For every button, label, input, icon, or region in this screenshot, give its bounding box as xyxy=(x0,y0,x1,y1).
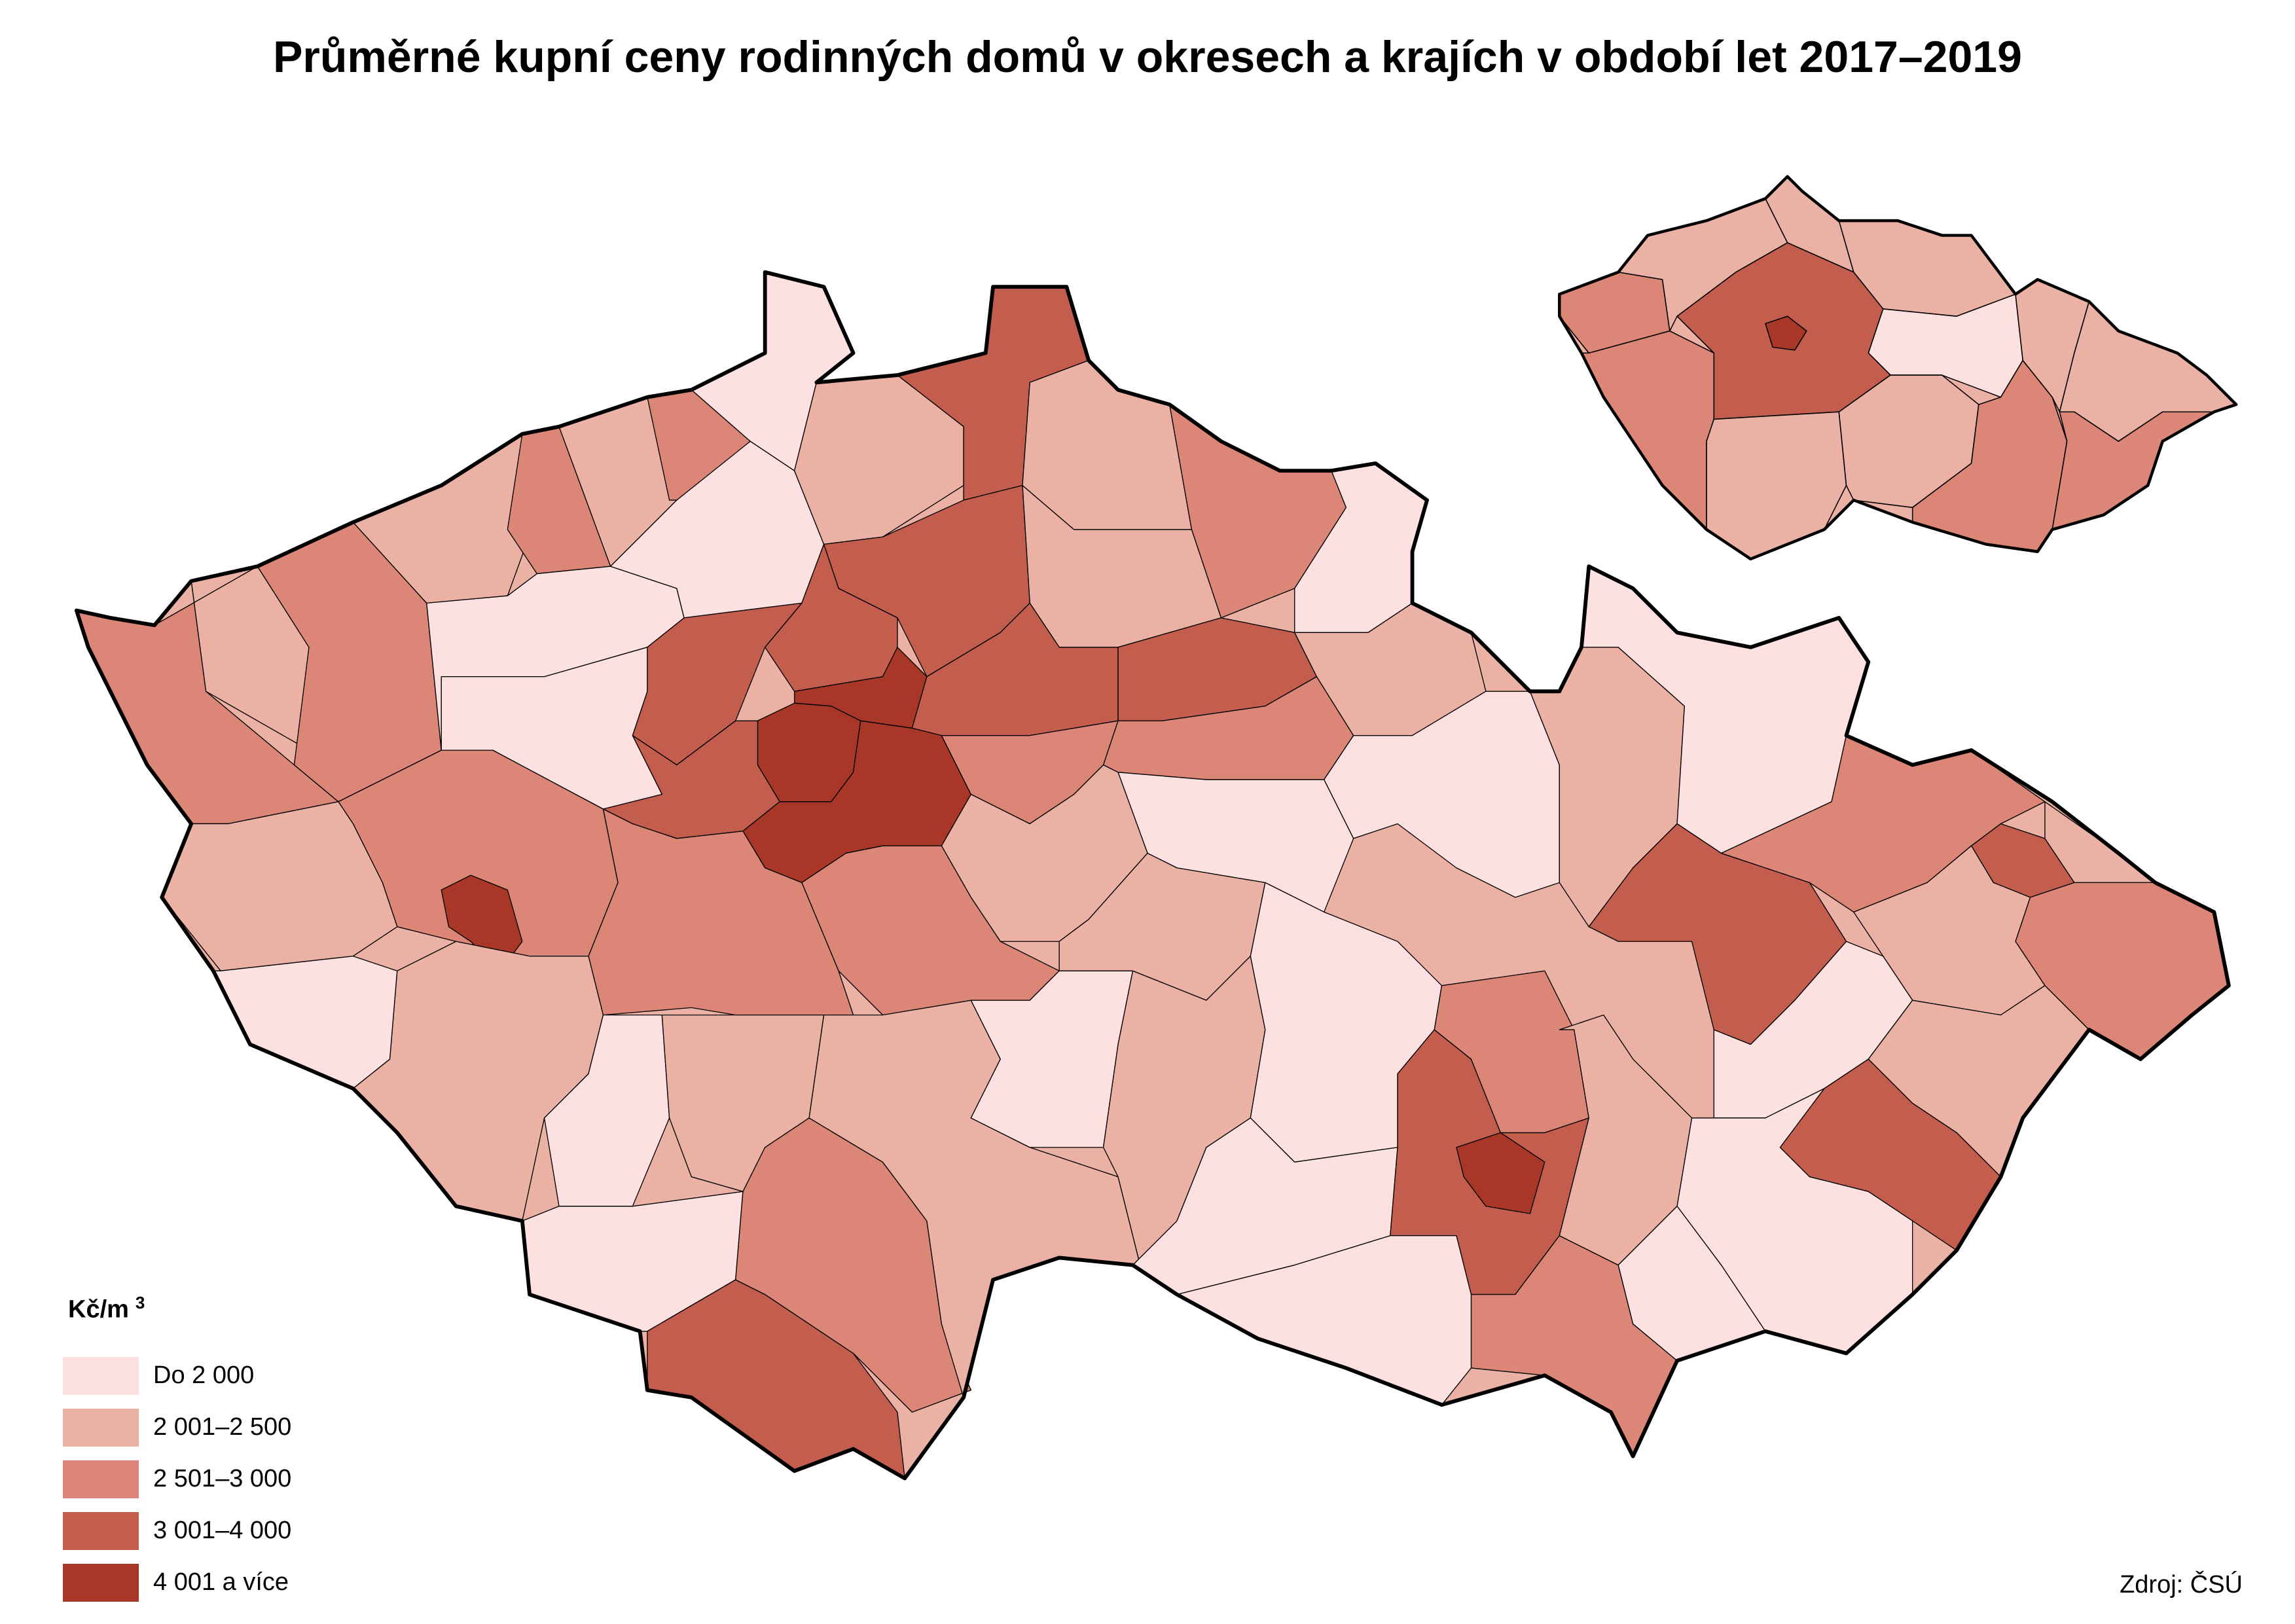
legend-swatch xyxy=(63,1408,139,1447)
legend: Kč/m 3 Do 2 000 2 001–2 500 2 501–3 000 3 00… xyxy=(63,1293,291,1615)
district xyxy=(801,845,1060,1016)
country-border xyxy=(74,270,2231,1481)
legend-item: 4 001 a více xyxy=(63,1563,291,1602)
region xyxy=(1765,316,1807,351)
legend-unit: Kč/m 3 xyxy=(68,1293,145,1324)
region-inset-map xyxy=(1558,175,2238,561)
region xyxy=(1706,411,1847,560)
region xyxy=(1581,330,1715,530)
legend-swatch xyxy=(63,1563,139,1602)
legend-label: 3 001–4 000 xyxy=(153,1517,292,1545)
district xyxy=(543,1014,670,1207)
district xyxy=(1434,970,1589,1134)
legend-item: Do 2 000 xyxy=(63,1356,291,1395)
legend-label: Do 2 000 xyxy=(153,1362,255,1390)
legend-item: 3 001–4 000 xyxy=(63,1511,292,1550)
legend-label: 4 001 a více xyxy=(153,1568,289,1597)
legend-item: 2 501–3 000 xyxy=(63,1460,291,1498)
district xyxy=(1022,359,1193,530)
legend-label: 2 001–2 500 xyxy=(153,1413,292,1441)
legend-label: 2 501–3 000 xyxy=(153,1465,292,1493)
district xyxy=(1456,1132,1545,1214)
inset-country-border xyxy=(1558,175,2238,561)
map-title: Průměrné kupní ceny rodinných domů v okr… xyxy=(273,32,2022,82)
district-map xyxy=(74,270,2231,1481)
source-note: Zdroj: ČSÚ xyxy=(2120,1571,2243,1598)
legend-item: 2 001–2 500 xyxy=(63,1408,292,1447)
legend-swatch xyxy=(63,1460,139,1498)
legend-swatch xyxy=(63,1511,139,1550)
legend-swatch xyxy=(63,1356,139,1395)
